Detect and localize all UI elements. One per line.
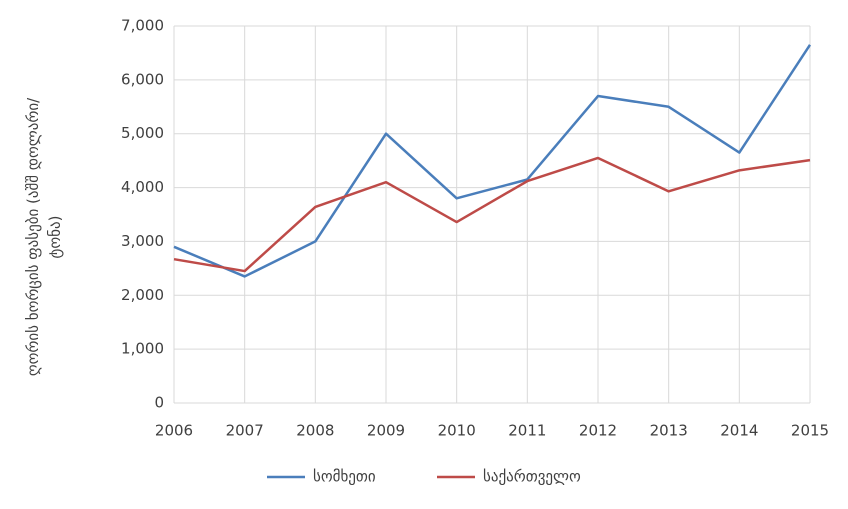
legend-label: საქართველო <box>483 468 581 486</box>
x-tick-label: 2014 <box>720 422 758 440</box>
x-tick-label: 2006 <box>155 422 193 440</box>
x-tick-label: 2012 <box>579 422 617 440</box>
x-tick-label: 2015 <box>791 422 829 440</box>
y-tick-label: 0 <box>154 394 164 412</box>
y-tick-label: 7,000 <box>121 17 164 35</box>
line <box>173 156 811 273</box>
x-tick-label: 2009 <box>367 422 405 440</box>
y-tick-label: 5,000 <box>121 124 164 142</box>
y-tick-label: 1,000 <box>121 340 164 358</box>
y-tick-label: 6,000 <box>121 70 164 88</box>
y-axis-label: ღორის ხორცის ფასები (აშშ დოლარი/ტონა) <box>24 97 64 377</box>
y-tick-label: 3,000 <box>121 232 164 250</box>
y-tick-label: 2,000 <box>121 286 164 304</box>
legend-label: სომხეთი <box>313 468 376 486</box>
line <box>173 44 812 278</box>
y-tick-label: 4,000 <box>121 178 164 196</box>
x-tick-label: 2008 <box>296 422 334 440</box>
x-tick-label: 2011 <box>508 422 546 440</box>
x-tick-label: 2007 <box>226 422 264 440</box>
x-tick-label: 2010 <box>438 422 476 440</box>
x-tick-label: 2013 <box>650 422 688 440</box>
